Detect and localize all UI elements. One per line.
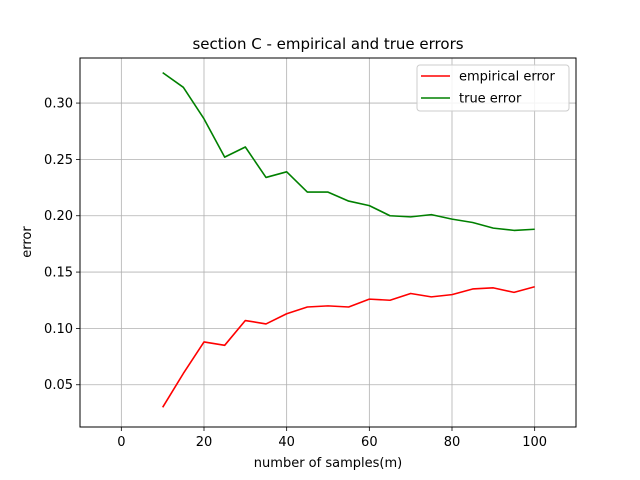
grid-lines xyxy=(80,58,576,427)
y-tick-label: 0.20 xyxy=(44,209,73,224)
x-tick-label: 0 xyxy=(117,435,125,450)
x-tick-label: 100 xyxy=(522,435,547,450)
series-line-true-error xyxy=(162,71,535,232)
x-tick-label: 40 xyxy=(278,435,295,450)
x-axis-label: number of samples(m) xyxy=(254,456,402,471)
y-tick-label: 0.10 xyxy=(44,322,73,337)
x-tick-label: 80 xyxy=(444,435,461,450)
y-axis-ticks: 0.05 0.10 0.15 0.20 0.25 0.30 xyxy=(44,97,80,393)
y-axis-label: error xyxy=(20,226,35,258)
y-tick-label: 0.30 xyxy=(44,97,73,112)
y-tick-label: 0.15 xyxy=(44,266,73,281)
series-lines xyxy=(161,71,535,408)
y-tick-label: 0.05 xyxy=(44,378,73,393)
x-tick-label: 60 xyxy=(361,435,378,450)
x-tick-label: 20 xyxy=(196,435,213,450)
legend-box xyxy=(416,64,570,112)
series-line-empirical-error xyxy=(161,285,535,408)
y-tick-label: 0.25 xyxy=(44,153,73,168)
x-axis-ticks: 0 20 40 60 80 100 xyxy=(117,427,547,450)
legend: empirical error true error xyxy=(416,64,570,112)
legend-label-true-error: true error xyxy=(459,92,522,107)
plot-frame xyxy=(79,57,577,428)
chart-title: section C - empirical and true errors xyxy=(192,35,463,53)
legend-label-empirical-error: empirical error xyxy=(459,70,555,85)
